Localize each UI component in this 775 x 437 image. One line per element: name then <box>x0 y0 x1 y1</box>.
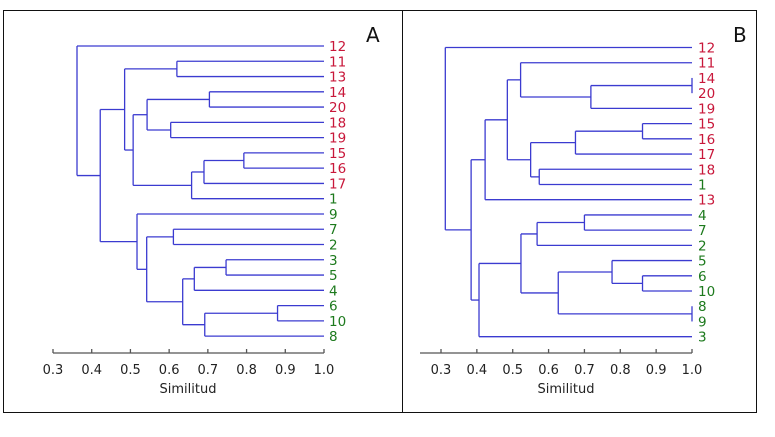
leaf-label: 20 <box>698 86 715 102</box>
leaf-label: 16 <box>698 132 715 148</box>
x-tick-label: 1.0 <box>314 363 335 378</box>
leaf-label: 12 <box>698 41 715 57</box>
leaf-label: 14 <box>698 71 715 87</box>
x-tick-label: 0.4 <box>467 363 488 378</box>
leaf-label: 18 <box>698 162 715 178</box>
leaf-label: 15 <box>329 146 346 162</box>
leaf-label: 2 <box>329 238 338 254</box>
leaf-label: 16 <box>329 161 346 177</box>
leaf-label: 6 <box>329 299 338 315</box>
leaf-label: 8 <box>698 299 707 315</box>
x-tick-label: 0.7 <box>574 363 595 378</box>
leaf-label: 6 <box>698 269 707 285</box>
x-tick-label: 0.8 <box>236 363 257 378</box>
leaf-label: 13 <box>329 70 346 86</box>
x-tick-label: 1.0 <box>682 363 703 378</box>
leaf-label: 9 <box>329 207 338 223</box>
leaf-label: 10 <box>698 284 715 300</box>
leaf-label: 7 <box>329 222 338 238</box>
x-tick-label: 0.3 <box>43 363 64 378</box>
panel-label-a: A <box>366 23 380 47</box>
leaf-label: 10 <box>329 314 346 330</box>
panel-label-b: B <box>733 23 747 47</box>
leaf-label: 11 <box>329 54 346 70</box>
figure-frame <box>3 10 757 413</box>
leaf-label: 17 <box>698 147 715 163</box>
leaf-label: 9 <box>698 314 707 330</box>
leaf-label: 11 <box>698 56 715 72</box>
leaf-label: 12 <box>329 39 346 55</box>
leaf-label: 15 <box>698 117 715 133</box>
leaf-label: 19 <box>698 101 715 117</box>
x-tick-label: 0.9 <box>275 363 296 378</box>
leaf-label: 4 <box>698 208 707 224</box>
leaf-label: 1 <box>329 192 338 208</box>
x-tick-label: 0.6 <box>159 363 180 378</box>
leaf-label: 17 <box>329 176 346 192</box>
leaf-label: 7 <box>698 223 707 239</box>
leaf-label: 4 <box>329 283 338 299</box>
leaf-label: 18 <box>329 115 346 131</box>
x-tick-label: 0.6 <box>538 363 559 378</box>
x-tick-label: 0.8 <box>610 363 631 378</box>
leaf-label: 13 <box>698 193 715 209</box>
panel-a: A Similitud 1211131420181915161719723546… <box>43 23 380 397</box>
x-tick-label: 0.9 <box>646 363 667 378</box>
leaf-label: 14 <box>329 85 346 101</box>
x-tick-label: 0.4 <box>81 363 102 378</box>
leaf-label: 3 <box>329 253 338 269</box>
x-tick-label: 0.3 <box>431 363 452 378</box>
x-tick-label: 0.5 <box>120 363 141 378</box>
leaf-label: 3 <box>698 330 707 346</box>
leaf-label: 8 <box>329 329 338 345</box>
leaf-label: 20 <box>329 100 346 116</box>
leaf-label: 5 <box>698 254 707 270</box>
leaf-label: 1 <box>698 177 707 193</box>
x-tick-label: 0.5 <box>502 363 523 378</box>
x-axis-label-b: Similitud <box>538 382 595 397</box>
leaf-label: 5 <box>329 268 338 284</box>
panel-b: B Similitud 1211142019151617181134725610… <box>420 23 747 397</box>
x-axis-label-a: Similitud <box>160 382 217 397</box>
leaf-label: 2 <box>698 238 707 254</box>
x-tick-label: 0.7 <box>198 363 219 378</box>
leaf-label: 19 <box>329 131 346 147</box>
